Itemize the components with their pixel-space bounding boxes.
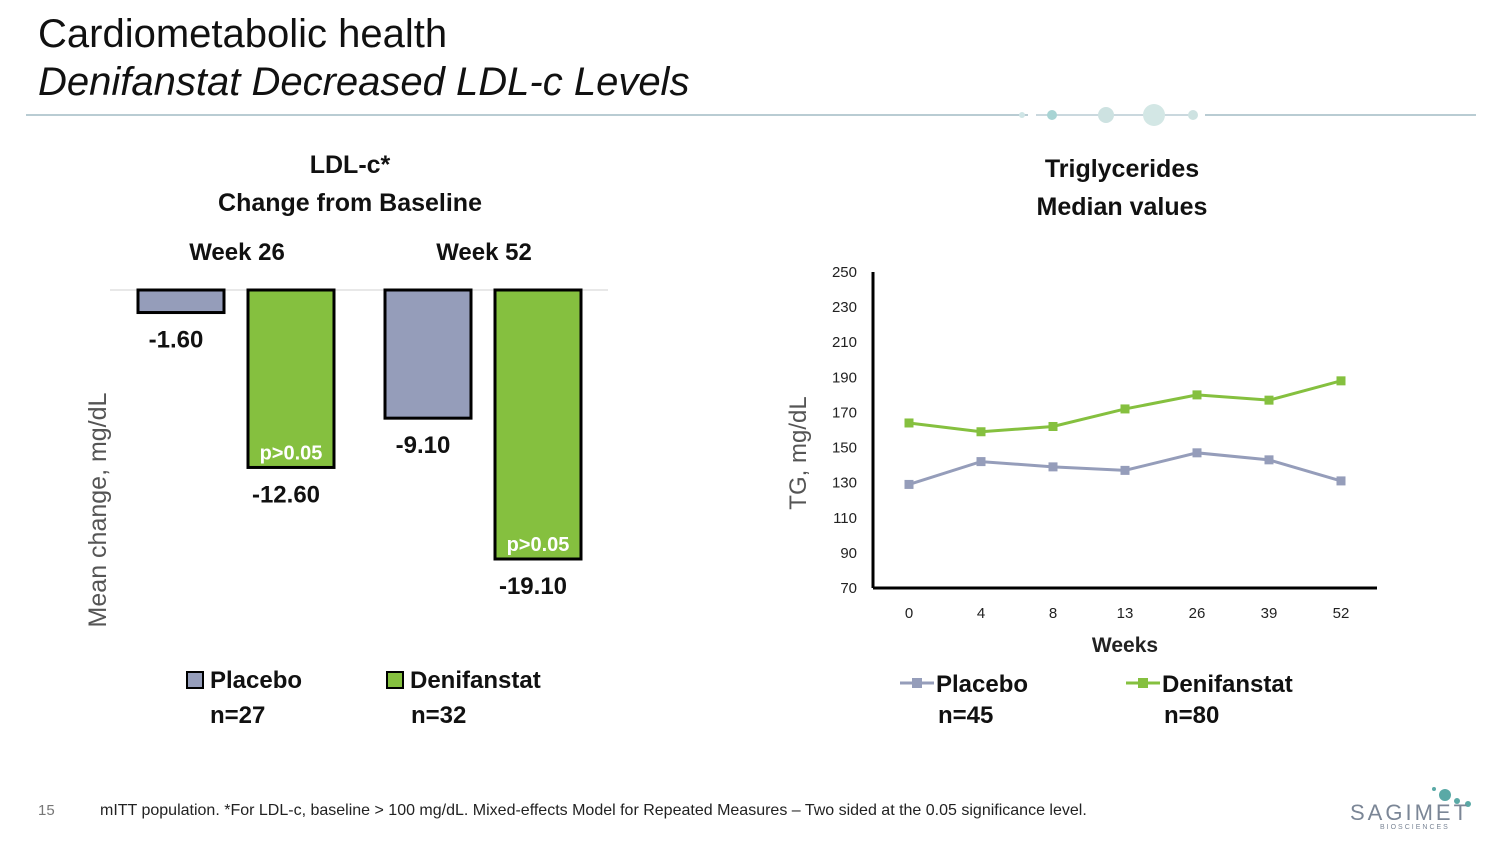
bar-value-label: -1.60 [149,327,204,354]
legend-placebo-swatch [186,670,204,689]
p-value-label: p>0.05 [260,442,323,464]
y-tick-label: 130 [832,475,857,492]
data-point-placebo [1336,476,1346,486]
logo-dots-icon [1432,787,1471,807]
data-point-placebo [1264,455,1274,465]
bar-placebo-1 [383,288,473,420]
logo-subtext: BIOSCIENCES [1380,824,1450,831]
x-tick-label: 52 [1333,605,1350,622]
x-tick-label: 13 [1117,605,1134,622]
data-point-placebo [904,479,914,489]
placebo-n-label: n=27 [210,702,266,729]
data-point-placebo [1192,448,1202,458]
tg-denifanstat-n-label: n=80 [1164,702,1220,729]
legend-denifanstat-swatch [386,670,404,689]
slide-title: Cardiometabolic health [38,12,448,56]
divider-dot [1188,110,1198,120]
data-point-denifanstat [1120,404,1130,414]
y-tick-label: 70 [840,580,857,597]
tg-legend-placebo-mark [900,677,934,688]
tg-y-axis-label: TG, mg/dL [785,396,812,509]
data-point-denifanstat [976,427,986,437]
data-point-placebo [976,457,986,467]
data-point-placebo [1120,465,1130,475]
legend-placebo: Placebo [186,667,302,695]
data-point-denifanstat [1048,421,1058,431]
company-logo: SAGIMET BIOSCIENCES [1346,784,1476,834]
x-tick-label: 0 [905,605,913,622]
ldl-y-axis-label: Mean change, mg/dL [84,392,112,627]
bar-denifanstat-0 [246,288,336,469]
y-tick-label: 210 [832,334,857,351]
y-tick-label: 190 [832,369,857,386]
ldl-chart-title-line1: LDL-c* [309,151,391,179]
bar-value-label: -19.10 [499,573,567,600]
ldl-chart-title: LDL-c* Change from Baseline [150,146,550,222]
x-tick-label: 4 [977,605,985,622]
data-point-placebo [1048,462,1058,472]
divider-dot [1047,110,1057,120]
tg-x-axis-label: Weeks [1092,634,1158,657]
logo-wordmark: SAGIMET [1350,800,1471,825]
bar-value-label: -12.60 [252,481,320,508]
data-point-denifanstat [904,418,914,428]
x-tick-label: 39 [1261,605,1278,622]
bar-denifanstat-1 [493,288,583,561]
bar-value-label: -9.10 [396,432,451,459]
footnote: mITT population. *For LDL-c, baseline > … [100,802,1087,819]
p-value-label: p>0.05 [507,534,570,556]
tg-chart-title-line1: Triglycerides [1044,155,1200,183]
tg-legend-denifanstat-label: Denifanstat [1162,671,1293,698]
y-tick-label: 170 [832,404,857,421]
x-tick-label: 8 [1049,605,1057,622]
page-number: 15 [38,802,55,819]
data-point-denifanstat [1336,376,1346,386]
data-point-denifanstat [1192,390,1202,400]
tg-line-chart: 70 90 110 130 150 170 190 210 230 250 0 4 8 13 26 39 52 W… [785,264,1377,657]
category-label: Week 52 [436,239,532,266]
y-tick-label: 150 [832,440,857,457]
divider-dot [1098,107,1114,123]
legend-placebo-label: Placebo [210,667,303,694]
slide-subtitle: Denifanstat Decreased LDL-c Levels [38,60,690,104]
y-tick-label: 110 [833,510,857,527]
tg-legend-denifanstat: Denifanstat [1126,671,1293,699]
tg-legend-denifanstat-mark [1126,677,1160,688]
y-tick-label: 230 [832,299,857,316]
divider-dot [1143,104,1165,126]
denifanstat-n-label: n=32 [411,702,467,729]
tg-placebo-n-label: n=45 [938,702,994,729]
tg-chart-title-line2: Median values [1036,193,1208,221]
legend-denifanstat: Denifanstat [386,667,541,695]
category-label: Week 26 [189,239,285,266]
x-tick-label: 26 [1189,605,1206,622]
tg-legend-placebo-label: Placebo [936,671,1029,698]
tg-legend-placebo: Placebo [900,671,1028,699]
header-divider [26,104,1476,126]
legend-denifanstat-label: Denifanstat [410,667,541,694]
tg-chart-title: Triglycerides Median values [922,150,1322,226]
y-tick-label: 250 [832,264,857,281]
data-point-denifanstat [1264,395,1274,405]
divider-dot [1019,112,1025,118]
y-tick-label: 90 [840,545,857,562]
ldl-chart-title-line2: Change from Baseline [218,189,482,217]
bar-placebo-0 [136,288,226,315]
ldl-bar-chart: Week 26 Week 52 -1.60 -9.10 -12.60 p>0.05 -19.… [84,239,608,627]
